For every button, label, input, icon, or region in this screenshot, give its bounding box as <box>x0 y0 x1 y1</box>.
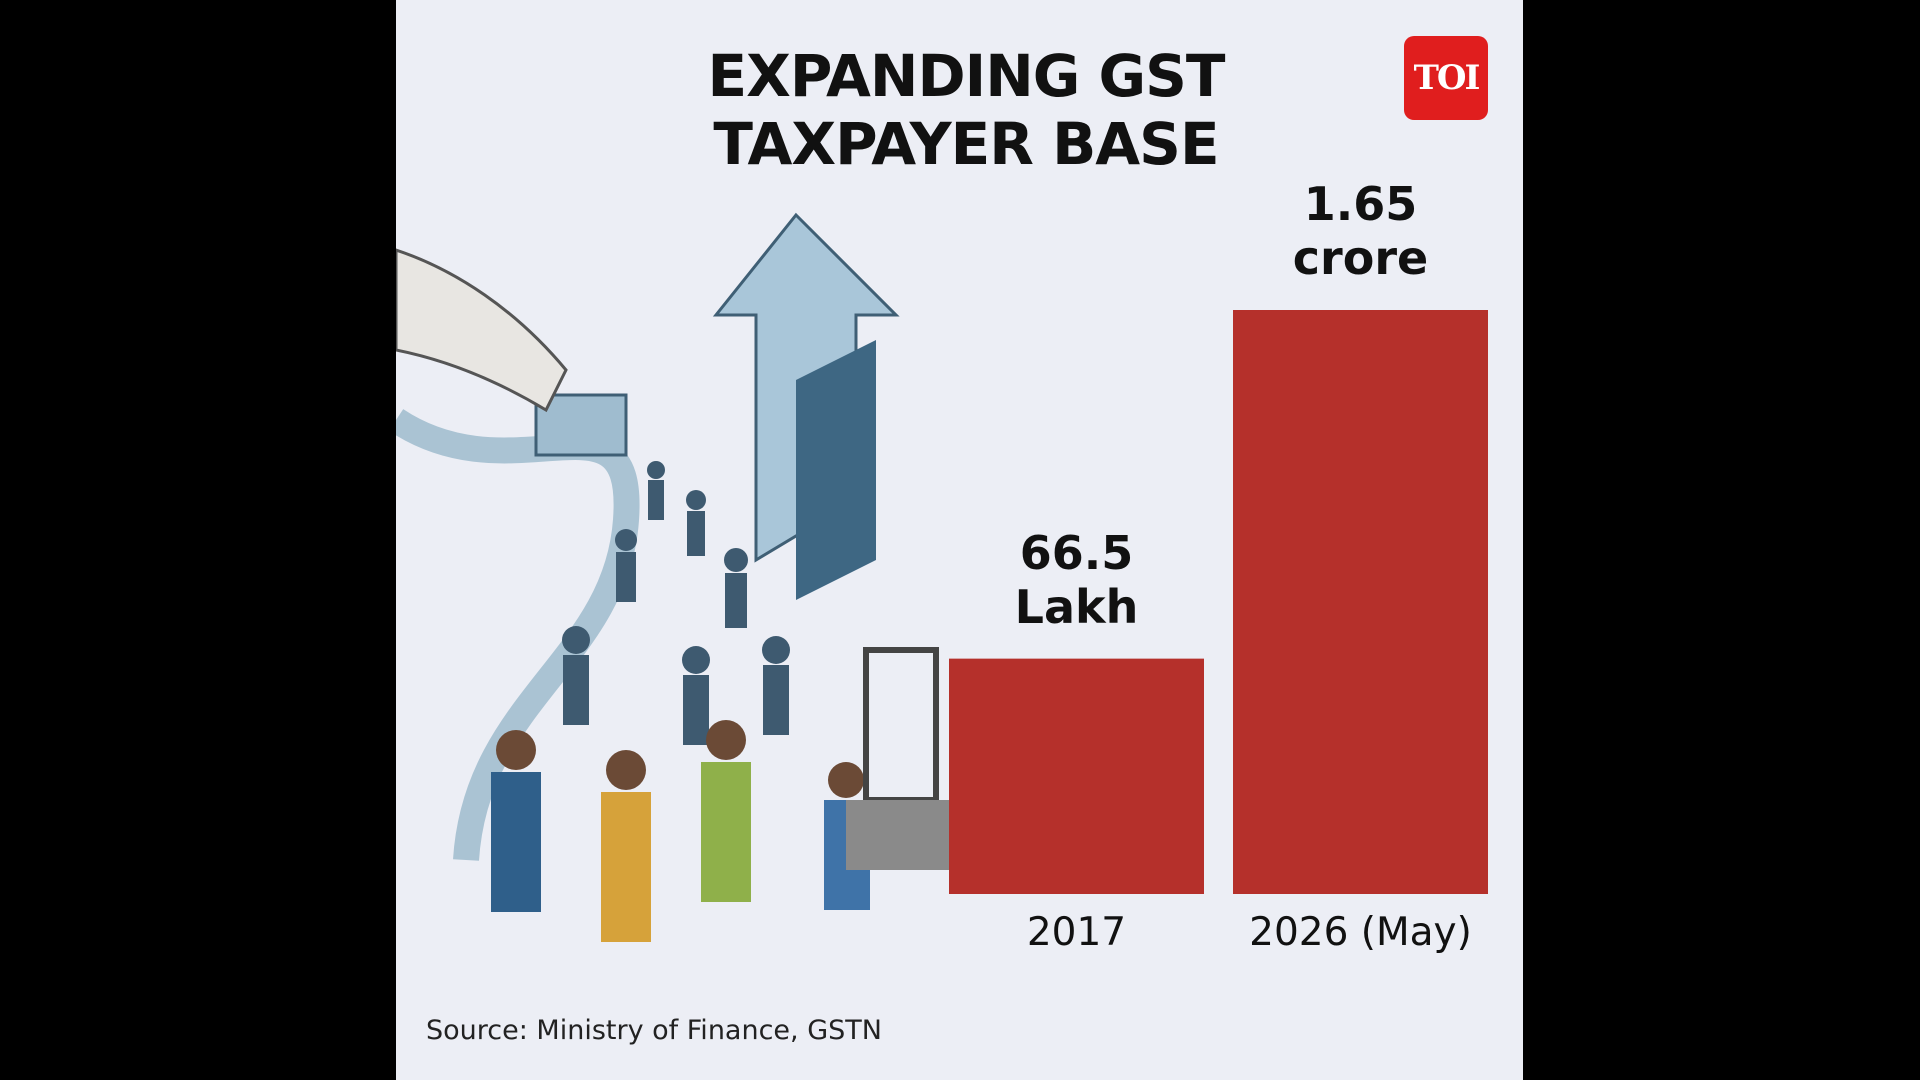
value-label: 66.5 Lakh <box>1014 525 1139 634</box>
chart <box>396 212 1488 942</box>
bar <box>949 658 1204 894</box>
illustration <box>396 212 956 942</box>
x-tick-label: 2026 (May) <box>1249 910 1472 955</box>
chart-title: EXPANDING GST TAXPAYER BASE <box>707 42 1226 178</box>
bar <box>1233 310 1488 894</box>
source-note: Source: Ministry of Finance, GSTN <box>426 1015 882 1046</box>
logo: TOI <box>1404 36 1488 120</box>
infographic: EXPANDING GST TAXPAYER BASE TOI Source: … <box>396 0 1523 1080</box>
value-label: 1.65 crore <box>1292 177 1429 285</box>
x-tick-label: 2017 <box>1026 910 1127 955</box>
